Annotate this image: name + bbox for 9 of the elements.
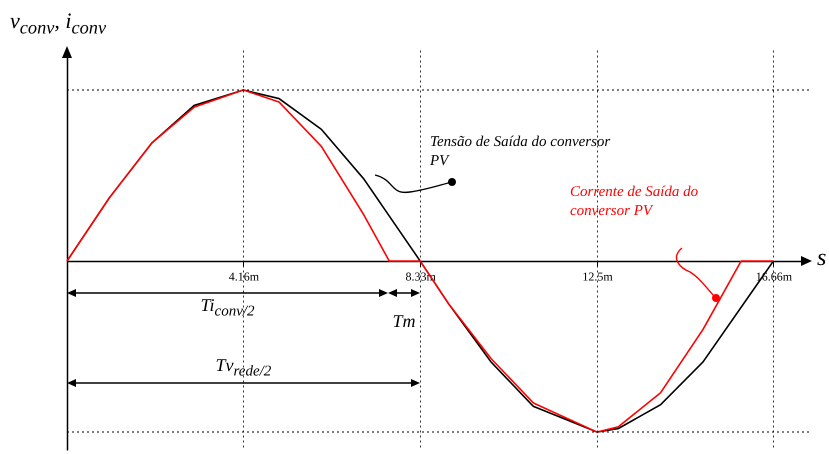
- annotation: Tm: [392, 311, 416, 332]
- annotation: Ti$_{conv/2}$: [200, 295, 255, 321]
- x-axis-title: s: [817, 245, 826, 272]
- x-tick-label: 12.5m: [582, 270, 614, 284]
- text: Corrente de Saída do conversor PV: [570, 183, 700, 221]
- x-tick-label: 4.16m: [228, 270, 260, 284]
- annotation: Tv$_{rede/2}$: [216, 355, 272, 381]
- y-axis-title: v$_{conv}$, i$_{conv}$: [10, 8, 106, 38]
- text: Tensão de Saída do conversor PV: [430, 133, 612, 171]
